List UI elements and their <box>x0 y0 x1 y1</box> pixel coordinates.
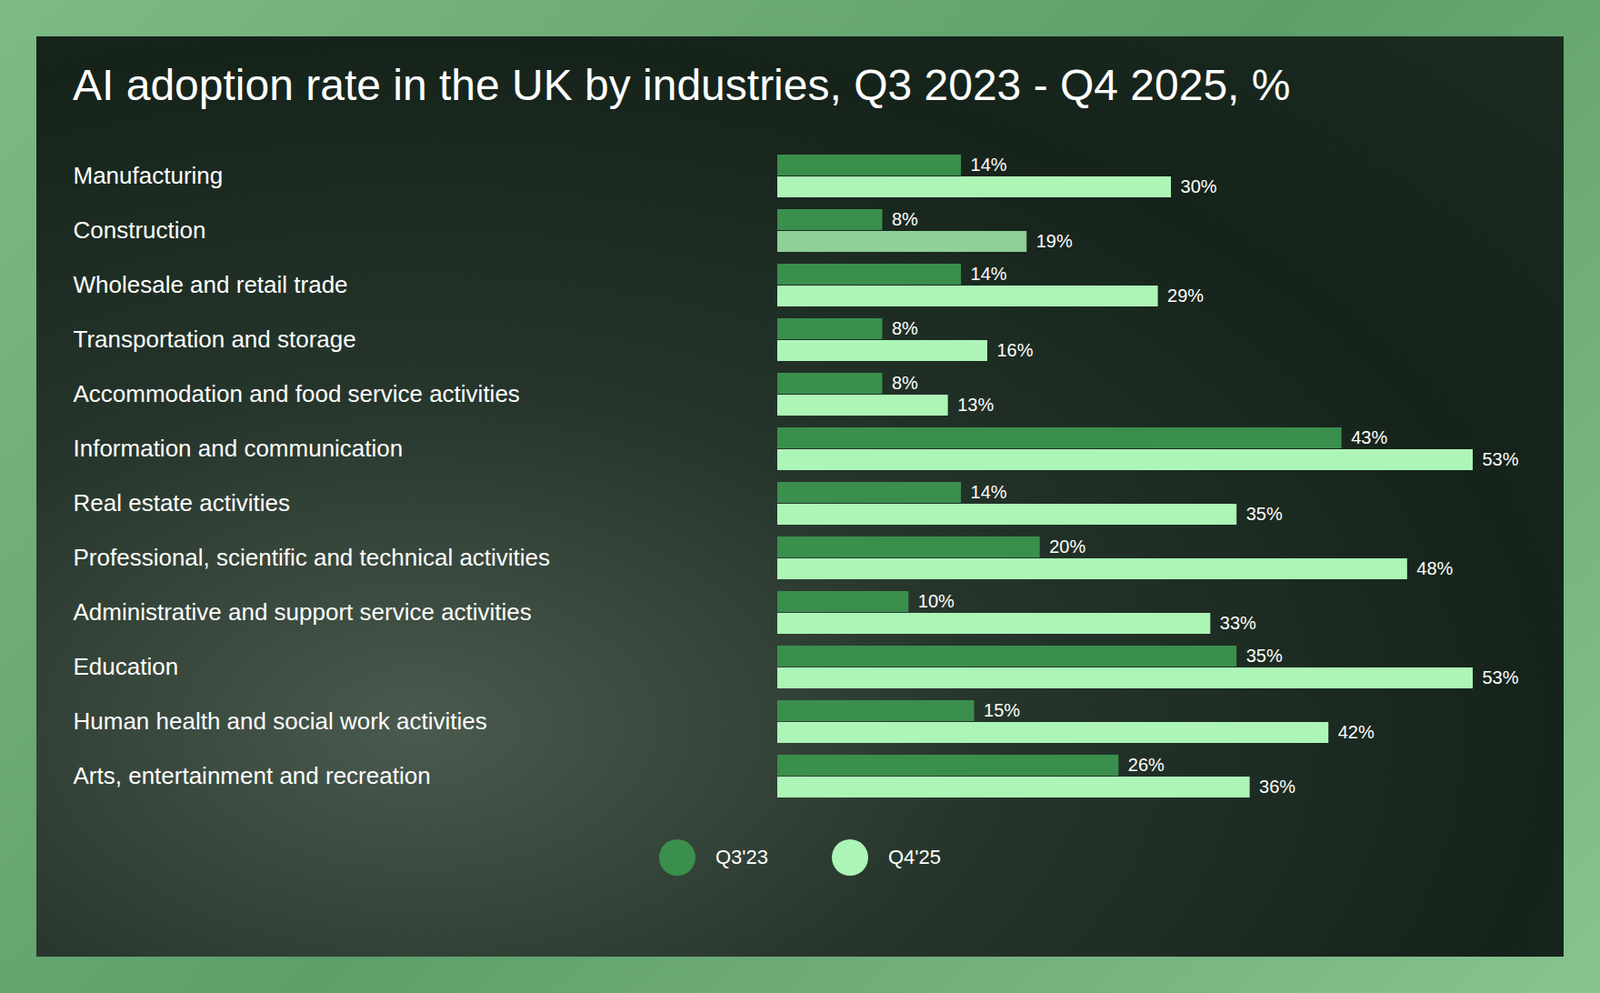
svg-text:35%: 35% <box>1246 504 1283 525</box>
svg-text:Human health and social work a: Human health and social work activities <box>73 708 488 736</box>
svg-text:43%: 43% <box>1350 428 1388 449</box>
svg-text:10%: 10% <box>918 591 955 612</box>
svg-text:26%: 26% <box>1128 755 1165 776</box>
svg-text:33%: 33% <box>1220 613 1257 634</box>
svg-text:8%: 8% <box>891 210 919 230</box>
svg-text:Wholesale and retail trade: Wholesale and retail trade <box>73 271 349 300</box>
svg-text:Education: Education <box>73 653 180 681</box>
svg-text:15%: 15% <box>983 700 1020 721</box>
svg-text:Professional, scientific and t: Professional, scientific and technical a… <box>73 544 551 572</box>
svg-text:42%: 42% <box>1338 722 1375 743</box>
svg-text:13%: 13% <box>957 395 994 416</box>
svg-text:8%: 8% <box>891 373 919 394</box>
svg-text:Real estate activities: Real estate activities <box>73 490 290 518</box>
svg-text:53%: 53% <box>1482 668 1520 689</box>
svg-text:53%: 53% <box>1482 450 1520 470</box>
svg-text:36%: 36% <box>1259 777 1296 798</box>
svg-text:14%: 14% <box>970 482 1008 503</box>
svg-text:16%: 16% <box>996 340 1033 361</box>
svg-text:Transportation and storage: Transportation and storage <box>73 326 357 354</box>
svg-text:Information and communication: Information and communication <box>73 435 404 463</box>
html-text:Q3'23: Q3'23 <box>715 845 769 869</box>
svg-text:Accommodation and food service: Accommodation and food service activitie… <box>73 380 520 409</box>
svg-text:8%: 8% <box>891 319 919 340</box>
svg-text:Administrative and support ser: Administrative and support service activ… <box>73 599 532 627</box>
svg-text:Manufacturing: Manufacturing <box>73 162 224 190</box>
svg-text:29%: 29% <box>1167 286 1204 307</box>
html-text:AI adoption rate in the UK by: AI adoption rate in the UK by industries… <box>72 60 1291 110</box>
svg-text:Construction: Construction <box>73 217 207 245</box>
svg-text:Arts, entertainment and recrea: Arts, entertainment and recreation <box>73 762 431 790</box>
svg-text:19%: 19% <box>1036 231 1073 252</box>
svg-text:20%: 20% <box>1049 537 1086 558</box>
svg-text:14%: 14% <box>970 264 1008 285</box>
svg-text:14%: 14% <box>970 155 1008 176</box>
svg-text:30%: 30% <box>1180 177 1218 198</box>
html-text:Q4'25: Q4'25 <box>888 845 941 869</box>
svg-text:35%: 35% <box>1246 646 1283 667</box>
svg-text:48%: 48% <box>1416 559 1453 580</box>
